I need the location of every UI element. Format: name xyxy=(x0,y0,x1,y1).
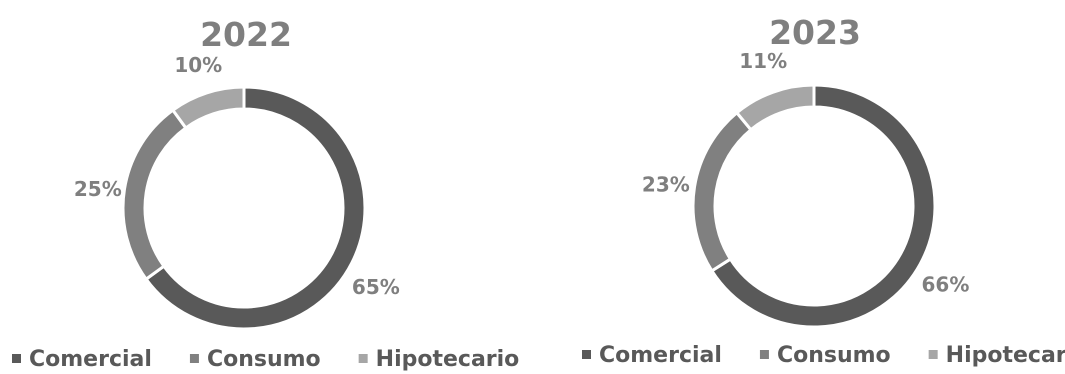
data-label-consumo: 25% xyxy=(74,177,122,201)
donut-slice-hipotecario xyxy=(737,85,814,130)
data-label-hipotecario: 11% xyxy=(739,49,787,73)
donut-slice-consumo xyxy=(693,113,751,271)
data-label-consumo: 23% xyxy=(642,173,690,197)
legend-label-hipotecario: Hipotecario xyxy=(946,343,1065,368)
legend-marker-comercial xyxy=(582,350,591,359)
data-label-hipotecario: 10% xyxy=(174,53,222,77)
donut-chart-2022: 2022 65% 25% 10% Comercial Consumo Hipotecario xyxy=(12,15,519,372)
data-label-comercial: 66% xyxy=(922,272,970,296)
chart-legend: Comercial Consumo Hipotecario xyxy=(12,347,519,372)
legend-marker-comercial xyxy=(12,354,21,363)
donut-chart-2023: 2023 66% 23% 11% Comercial Consumo Hipotecario xyxy=(582,13,1065,368)
legend-label-comercial: Comercial xyxy=(29,347,152,372)
legend-marker-consumo xyxy=(760,350,769,359)
legend-marker-hipotecario xyxy=(929,350,938,359)
donut-slice-hipotecario xyxy=(173,87,244,128)
data-label-comercial: 65% xyxy=(352,275,400,299)
legend-marker-consumo xyxy=(190,354,199,363)
legend-label-consumo: Consumo xyxy=(777,343,891,368)
chart-legend: Comercial Consumo Hipotecario xyxy=(582,343,1065,368)
legend-marker-hipotecario xyxy=(359,354,368,363)
legend-label-comercial: Comercial xyxy=(599,343,722,368)
chart-title: 2023 xyxy=(769,13,861,52)
legend-label-consumo: Consumo xyxy=(207,347,321,372)
donut-slice-consumo xyxy=(123,110,186,279)
legend-label-hipotecario: Hipotecario xyxy=(376,347,520,372)
chart-title: 2022 xyxy=(200,15,292,54)
